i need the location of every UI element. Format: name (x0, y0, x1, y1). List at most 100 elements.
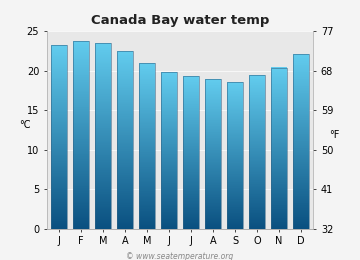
Bar (183, 84, 199, 85)
Bar (293, 110, 309, 111)
Bar (117, 113, 133, 114)
Bar (205, 84, 221, 85)
Bar (183, 147, 199, 148)
Bar (117, 175, 133, 176)
Bar (73, 197, 89, 198)
Bar (183, 133, 199, 134)
Bar (117, 88, 133, 89)
Bar (271, 180, 287, 181)
Bar (205, 165, 221, 166)
Bar (183, 82, 199, 83)
Bar (161, 91, 177, 92)
Bar (293, 79, 309, 80)
Bar (51, 78, 67, 79)
Bar (161, 165, 177, 166)
Bar (205, 113, 221, 114)
Bar (51, 216, 67, 217)
Bar (183, 107, 199, 108)
Bar (293, 187, 309, 188)
Bar (249, 142, 265, 143)
Bar (271, 89, 287, 90)
Bar (227, 172, 243, 173)
Bar (73, 42, 89, 43)
Bar (227, 169, 243, 170)
Bar (249, 145, 265, 146)
Bar (183, 193, 199, 194)
Bar (205, 105, 221, 106)
Bar (271, 97, 287, 98)
Bar (205, 200, 221, 201)
Bar (293, 167, 309, 168)
Bar (205, 192, 221, 193)
Bar (227, 157, 243, 158)
Bar (183, 152, 199, 153)
Bar (161, 205, 177, 206)
Bar (139, 113, 155, 114)
Bar (51, 98, 67, 99)
Bar (139, 84, 155, 85)
Bar (249, 89, 265, 90)
Bar (117, 185, 133, 186)
Bar (293, 76, 309, 77)
Bar (293, 188, 309, 190)
Bar (95, 122, 111, 123)
Bar (139, 195, 155, 196)
Bar (139, 88, 155, 89)
Bar (51, 190, 67, 191)
Bar (95, 129, 111, 130)
Bar (205, 227, 221, 228)
Bar (205, 120, 221, 121)
Bar (249, 197, 265, 198)
Bar (183, 94, 199, 95)
Bar (271, 76, 287, 77)
Bar (227, 139, 243, 140)
Bar (249, 180, 265, 181)
Bar (161, 87, 177, 88)
Bar (227, 178, 243, 179)
Bar (205, 163, 221, 164)
Bar (51, 114, 67, 115)
Bar (73, 157, 89, 158)
Bar (73, 54, 89, 55)
Bar (95, 93, 111, 94)
Bar (117, 218, 133, 219)
Bar (95, 94, 111, 95)
Bar (161, 86, 177, 87)
Bar (95, 182, 111, 183)
Bar (51, 156, 67, 157)
Bar (161, 170, 177, 171)
Bar (205, 218, 221, 219)
Bar (183, 88, 199, 89)
Bar (117, 65, 133, 66)
Bar (293, 72, 309, 73)
Bar (95, 170, 111, 171)
Bar (205, 228, 221, 229)
Bar (249, 84, 265, 86)
Bar (117, 199, 133, 200)
Bar (293, 68, 309, 69)
Bar (117, 110, 133, 112)
Bar (227, 191, 243, 192)
Bar (139, 190, 155, 191)
Bar (249, 144, 265, 145)
Bar (51, 198, 67, 199)
Bar (73, 57, 89, 58)
Bar (73, 193, 89, 194)
Bar (73, 94, 89, 95)
Bar (183, 146, 199, 147)
Bar (139, 85, 155, 86)
Bar (117, 91, 133, 92)
Bar (51, 212, 67, 213)
Bar (117, 72, 133, 73)
Bar (95, 156, 111, 157)
Bar (95, 134, 111, 135)
Bar (227, 98, 243, 99)
Bar (51, 184, 67, 185)
Bar (95, 82, 111, 83)
Bar (51, 130, 67, 131)
Bar (117, 104, 133, 105)
Bar (183, 108, 199, 109)
Bar (183, 86, 199, 87)
Bar (95, 138, 111, 139)
Bar (249, 205, 265, 206)
